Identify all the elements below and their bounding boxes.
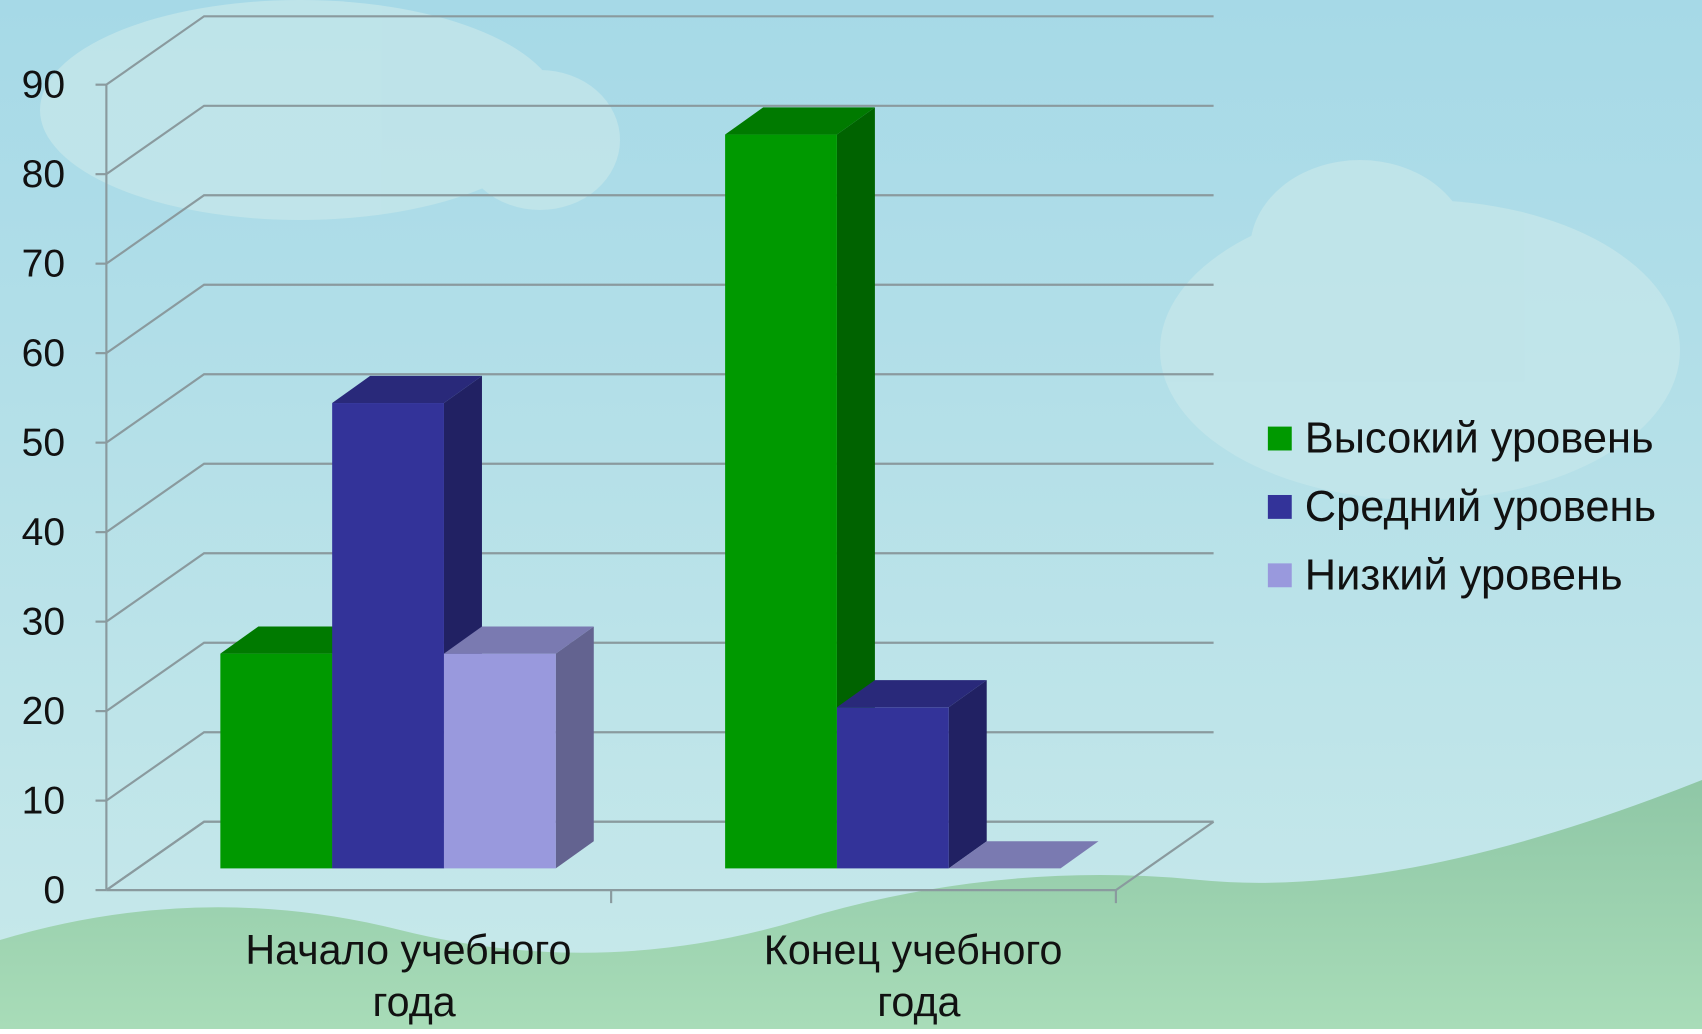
bar xyxy=(837,707,949,868)
y-tick-label: 10 xyxy=(22,780,65,823)
bar xyxy=(725,135,837,869)
page: 0102030405060708090Начало учебного годаК… xyxy=(0,0,1702,1029)
y-tick-label: 30 xyxy=(22,601,65,644)
bar-side xyxy=(556,626,594,868)
y-tick-label: 60 xyxy=(22,332,65,375)
y-tick-label: 20 xyxy=(22,690,65,733)
y-tick-label: 70 xyxy=(22,243,65,286)
y-tick-label: 0 xyxy=(43,869,65,912)
legend-label: Высокий уровень xyxy=(1305,415,1654,463)
legend-swatch xyxy=(1268,563,1292,587)
legend-swatch xyxy=(1268,427,1292,451)
legend-swatch xyxy=(1268,495,1292,519)
y-tick-label: 90 xyxy=(22,64,65,107)
y-tick-label: 80 xyxy=(22,153,65,196)
y-tick-label: 40 xyxy=(22,511,65,554)
legend-label: Низкий уровень xyxy=(1305,551,1623,599)
bar xyxy=(444,654,556,869)
chart: 0102030405060708090Начало учебного годаК… xyxy=(0,0,1702,1029)
bar-side xyxy=(949,680,987,868)
y-tick-label: 50 xyxy=(22,422,65,465)
bar xyxy=(220,654,332,869)
legend-label: Средний уровень xyxy=(1305,483,1656,531)
bar xyxy=(332,403,444,868)
